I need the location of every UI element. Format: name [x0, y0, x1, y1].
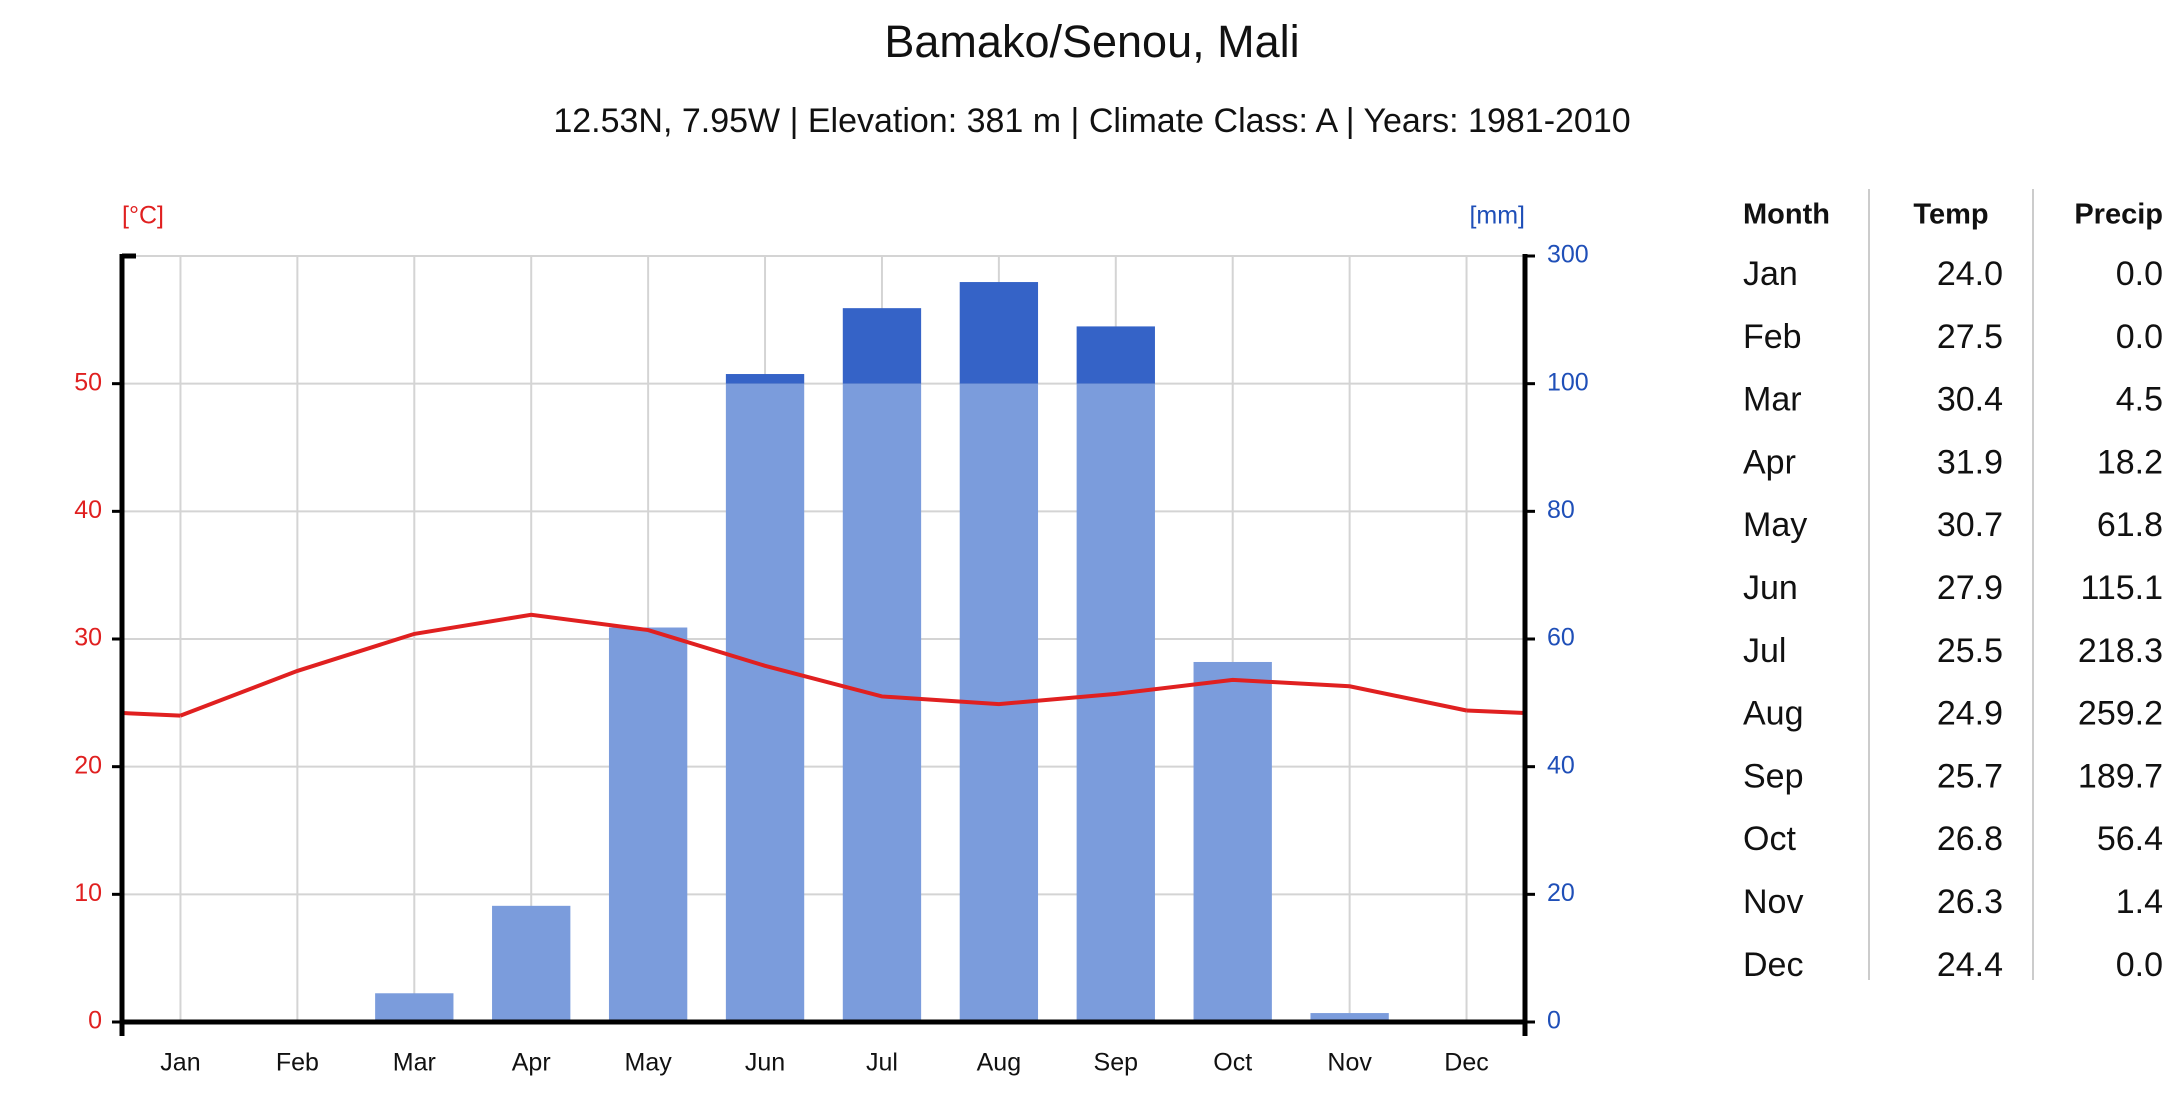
bar-excess: [1076, 326, 1155, 384]
x-tick-label: Jul: [866, 1049, 898, 1077]
bar: [842, 383, 922, 1023]
table-cell: 18.2: [2097, 443, 2163, 481]
table-cell: 30.4: [1937, 381, 2003, 419]
table-cell: 61.8: [2097, 506, 2163, 544]
table-cell: Jan: [1743, 255, 1798, 293]
x-tick-label: Jan: [160, 1049, 200, 1077]
x-tick-label: May: [625, 1049, 673, 1077]
bar: [608, 627, 688, 1022]
table-cell: 27.9: [1937, 569, 2003, 607]
y2-tick-label: 0: [1547, 1007, 1561, 1035]
table-cell: 24.0: [1937, 255, 2003, 293]
table-cell: Aug: [1743, 695, 1804, 733]
table-cell: Apr: [1743, 443, 1796, 481]
table-cell: 115.1: [2080, 569, 2163, 607]
table-cell: 259.2: [2078, 695, 2163, 733]
bar: [1193, 661, 1272, 1022]
x-tick-label: Sep: [1094, 1049, 1138, 1077]
table-cell: May: [1743, 506, 1807, 544]
table-cell: 4.5: [2116, 381, 2163, 419]
y2-tick-label: 40: [1547, 751, 1575, 779]
y2-tick-label: 80: [1547, 496, 1575, 524]
x-tick-label: Aug: [977, 1049, 1021, 1077]
table-cell: 0.0: [2116, 946, 2163, 984]
table-cell: Nov: [1743, 883, 1803, 921]
bar: [375, 993, 454, 1022]
y-tick-label: 10: [74, 879, 102, 907]
bar: [1310, 1013, 1389, 1022]
y-tick-label: 0: [88, 1007, 102, 1035]
table-cell: 24.9: [1937, 695, 2003, 733]
table-cell: 24.4: [1937, 946, 2003, 984]
table-cell: 0.0: [2116, 255, 2163, 293]
x-tick-label: Oct: [1213, 1049, 1252, 1077]
table-cell: Dec: [1743, 946, 1803, 984]
bar: [492, 905, 571, 1022]
table-cell: Mar: [1743, 381, 1802, 419]
temperature-line: [179, 612, 1467, 718]
table-cell: 25.5: [1937, 632, 2003, 670]
chart-title: Bamako/Senou, Mali: [884, 16, 1299, 67]
bar: [725, 383, 805, 1023]
table-cell: 218.3: [2078, 632, 2163, 670]
x-tick-label: Nov: [1327, 1049, 1372, 1077]
table-cell: Jun: [1743, 569, 1798, 607]
table-cell: Sep: [1743, 757, 1804, 795]
table-cell: 56.4: [2097, 820, 2163, 858]
x-tick-label: Mar: [393, 1049, 436, 1077]
line-wrap: [121, 711, 181, 718]
bar-excess: [725, 374, 805, 384]
table-cell: 26.8: [1937, 820, 2003, 858]
chart-subtitle: 12.53N, 7.95W | Elevation: 381 m | Clima…: [553, 102, 1630, 140]
y2-tick-label: 300: [1547, 241, 1589, 269]
table-cell: 27.5: [1937, 318, 2003, 356]
table-cell: Oct: [1743, 820, 1796, 858]
x-tick-label: Jun: [745, 1049, 785, 1077]
table-header: Precip: [2074, 199, 2163, 231]
table-cell: Jul: [1743, 632, 1786, 670]
table-cell: 0.0: [2116, 318, 2163, 356]
y2-tick-label: 60: [1547, 624, 1575, 652]
table-cell: 31.9: [1937, 443, 2003, 481]
bar-excess: [842, 308, 922, 384]
x-tick-label: Dec: [1444, 1049, 1488, 1077]
y2-axis-label: [mm]: [1469, 202, 1525, 230]
table-cell: Feb: [1743, 318, 1802, 356]
table-cell: 30.7: [1937, 506, 2003, 544]
table-cell: 25.7: [1937, 757, 2003, 795]
y-tick-label: 20: [74, 751, 102, 779]
x-tick-label: Apr: [512, 1049, 551, 1077]
x-tick-label: Feb: [276, 1049, 319, 1077]
y2-tick-label: 20: [1547, 879, 1575, 907]
line-wrap: [1466, 708, 1526, 716]
y2-tick-label: 100: [1547, 368, 1589, 396]
table-header: Temp: [1913, 199, 1988, 231]
table-cell: 26.3: [1937, 883, 2003, 921]
y-tick-label: 50: [74, 368, 102, 396]
bar-excess: [959, 282, 1039, 384]
table-header: Month: [1743, 199, 1830, 231]
table-cell: 1.4: [2116, 883, 2163, 921]
table-cell: 189.7: [2078, 757, 2163, 795]
y-axis-label: [°C]: [122, 202, 164, 230]
bar: [1076, 383, 1155, 1023]
y-tick-label: 40: [74, 496, 102, 524]
y-tick-label: 30: [74, 624, 102, 652]
